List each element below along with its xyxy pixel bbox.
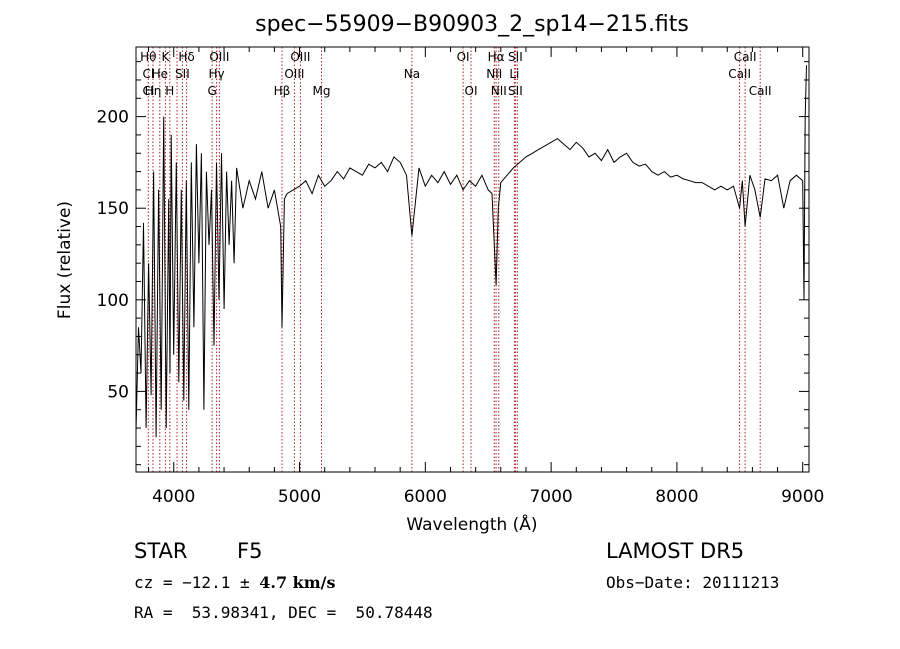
y-tick-label-1: 100 bbox=[97, 291, 129, 311]
line-label: Hθ bbox=[140, 50, 156, 64]
line-label: OI bbox=[465, 84, 478, 98]
line-label: CaII bbox=[749, 84, 772, 98]
line-label: OI bbox=[457, 50, 470, 64]
line-label: H bbox=[165, 84, 174, 98]
line-label: OIII bbox=[284, 67, 304, 81]
line-label: CaII bbox=[728, 67, 751, 81]
y-axis-ticks: 50 100 150 200 bbox=[97, 61, 809, 466]
y-tick-label-2: 150 bbox=[97, 199, 129, 219]
x-tick-label-2: 6000 bbox=[404, 487, 447, 507]
line-label: CaII bbox=[734, 50, 757, 64]
x-axis-label: Wavelength (Å) bbox=[406, 513, 537, 535]
line-label: Na bbox=[404, 67, 420, 81]
line-label: OIII bbox=[209, 50, 229, 64]
line-label: Li bbox=[509, 67, 519, 81]
line-label: Hα bbox=[488, 50, 505, 64]
line-label: SII bbox=[175, 67, 190, 81]
line-label: Hγ bbox=[209, 67, 225, 81]
emission-line-markers bbox=[147, 47, 761, 472]
y-axis-label: Flux (relative) bbox=[55, 201, 75, 319]
plot-frame bbox=[135, 46, 810, 473]
redshift-label: cz = −12.1 ± bbox=[134, 573, 260, 592]
line-label: SII bbox=[508, 50, 523, 64]
line-label: OIII bbox=[290, 50, 310, 64]
observation-date: Obs−Date: 20111213 bbox=[606, 573, 780, 592]
line-label: Cl bbox=[142, 84, 154, 98]
line-label: K bbox=[161, 50, 170, 64]
y-tick-label-0: 50 bbox=[107, 382, 129, 402]
line-label: G bbox=[207, 84, 216, 98]
line-label: Hη bbox=[145, 84, 162, 98]
line-label: SII bbox=[508, 84, 523, 98]
line-label: Hδ bbox=[178, 50, 194, 64]
redshift-line: cz = −12.1 ± 4.7 km/s bbox=[134, 573, 336, 592]
emission-line-labels: HθClClHηHeKHSIIHδGHγOIIIHβOIIIOIIIMgNaOI… bbox=[140, 50, 771, 98]
spectrum-line bbox=[135, 65, 807, 438]
line-label: He bbox=[152, 67, 168, 81]
object-class: STAR bbox=[134, 539, 188, 563]
survey-name: LAMOST DR5 bbox=[606, 539, 745, 563]
line-label: NII bbox=[491, 84, 507, 98]
x-tick-label-0: 4000 bbox=[152, 487, 195, 507]
line-label: Mg bbox=[313, 84, 331, 98]
line-label: Cl bbox=[142, 67, 154, 81]
line-label: NII bbox=[486, 67, 502, 81]
x-tick-label-1: 5000 bbox=[278, 487, 321, 507]
y-tick-label-3: 200 bbox=[97, 108, 129, 128]
x-tick-label-4: 8000 bbox=[655, 487, 698, 507]
x-tick-label-3: 7000 bbox=[529, 487, 572, 507]
x-tick-label-5: 9000 bbox=[781, 487, 824, 507]
redshift-error: 4.7 km/s bbox=[259, 573, 336, 592]
x-axis-ticks: 4000 5000 6000 7000 8000 9000 bbox=[148, 47, 824, 507]
spectral-subclass: F5 bbox=[237, 539, 263, 563]
chart-title: spec−55909−B90903_2_sp14−215.fits bbox=[255, 12, 689, 37]
coordinates: RA = 53.98341, DEC = 50.78448 bbox=[134, 603, 433, 622]
line-label: Hβ bbox=[274, 84, 291, 98]
